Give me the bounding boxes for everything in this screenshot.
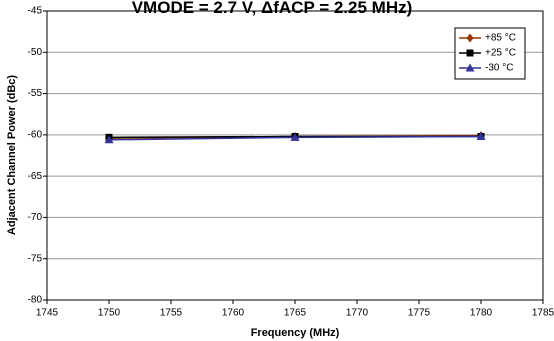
x-tick-label: 1760 xyxy=(222,308,245,319)
plot-frame xyxy=(46,10,544,301)
x-tick-label: 1770 xyxy=(346,308,369,319)
legend-marker xyxy=(466,33,474,43)
chart-title: VMODE = 2.7 V, ΔfACP = 2.25 MHz) xyxy=(132,0,413,17)
point xyxy=(104,135,114,144)
legend-label: +85 °C xyxy=(485,33,516,44)
x-tick-label: 1775 xyxy=(408,308,431,319)
x-tick-label: 1765 xyxy=(284,308,307,319)
legend-marker xyxy=(466,49,474,57)
y-tick-label: -50 xyxy=(28,47,43,58)
y-axis-title: Adjacent Channel Power (dBc) xyxy=(6,75,18,235)
y-tick-label: -60 xyxy=(28,129,43,140)
point xyxy=(476,132,486,141)
y-tick-label: -55 xyxy=(28,88,43,99)
x-tick-label: 1780 xyxy=(470,308,493,319)
y-tick-label: -65 xyxy=(28,171,43,182)
legend-label: -30 °C xyxy=(485,63,513,74)
x-tick-label: 1785 xyxy=(532,308,554,319)
x-tick-label: 1750 xyxy=(98,308,121,319)
point xyxy=(290,132,300,141)
y-tick-label: -75 xyxy=(28,253,43,264)
x-axis-title: Frequency (MHz) xyxy=(251,327,340,339)
y-tick-label: -80 xyxy=(28,295,43,306)
x-tick-label: 1745 xyxy=(36,308,59,319)
y-tick-label: -70 xyxy=(28,212,43,223)
legend-marker xyxy=(465,63,475,72)
legend-label: +25 °C xyxy=(485,48,516,59)
y-tick-label: -45 xyxy=(28,6,43,17)
x-tick-label: 1755 xyxy=(160,308,183,319)
